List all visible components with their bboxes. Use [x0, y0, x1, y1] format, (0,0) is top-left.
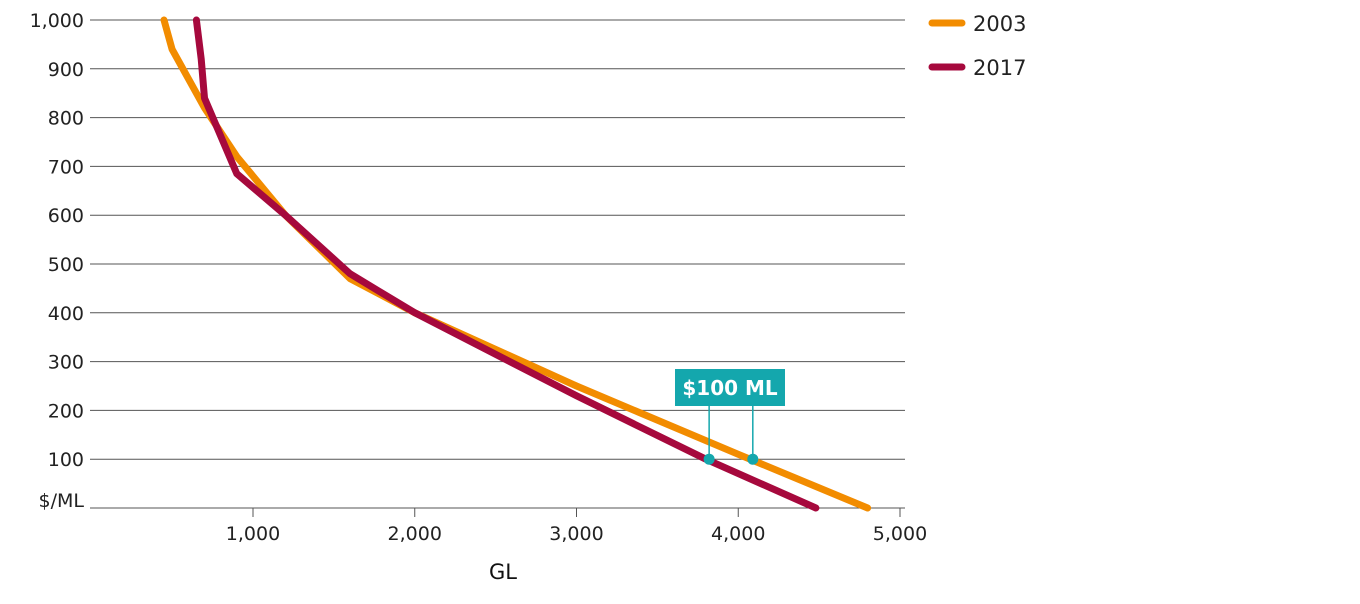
y-tick-label: 200	[48, 400, 84, 422]
x-tick-label: 1,000	[226, 523, 280, 545]
x-tick-label: 2,000	[388, 523, 442, 545]
y-tick-label: 600	[48, 205, 84, 227]
x-tick-label: 3,000	[549, 523, 603, 545]
legend: 2003 2017	[928, 12, 1026, 80]
annotation-box	[675, 369, 785, 406]
series-lines	[160, 16, 872, 512]
y-tick-label: 700	[48, 156, 84, 178]
y-tick-label: 300	[48, 352, 84, 374]
annotation-point	[703, 453, 715, 465]
gridlines	[90, 19, 905, 460]
x-tick-label: 4,000	[711, 523, 765, 545]
annotation-point	[747, 453, 759, 465]
x-axis-label: GL	[489, 560, 517, 584]
y-tick-label: 800	[48, 108, 84, 130]
axes: 100 200 300 400 500 600 700 800 900 1,000 $/ML 1,00…	[30, 10, 928, 584]
x-tick-label: 5,000	[873, 523, 927, 545]
series-line-2017	[192, 16, 820, 512]
annotation: $100 ML	[675, 369, 785, 465]
legend-label-2017: 2017	[973, 56, 1026, 80]
annotation-label: $100 ML	[682, 376, 778, 400]
y-tick-label: 900	[48, 59, 84, 81]
y-tick-label: 1,000	[30, 10, 84, 32]
y-axis-label: $/ML	[39, 490, 85, 512]
y-tick-label: 500	[48, 254, 84, 276]
legend-label-2003: 2003	[973, 12, 1026, 36]
y-tick-label: 100	[48, 449, 84, 471]
y-tick-label: 400	[48, 303, 84, 325]
